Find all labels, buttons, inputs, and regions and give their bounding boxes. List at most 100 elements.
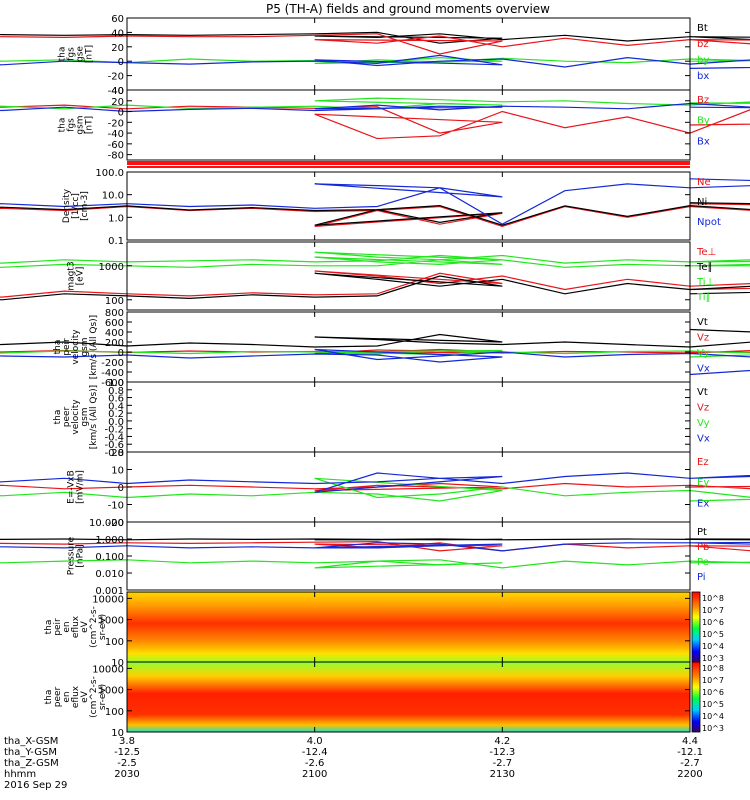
colorbar-tick-label: 10^6 <box>702 618 724 627</box>
y-tick-label: 20 <box>111 448 124 459</box>
legend-entry: Pe <box>697 557 709 568</box>
y-axis-label: thapeirenefluxeV(cm^2-s-sr-eV) <box>44 606 108 648</box>
y-tick-label: 0.2 <box>108 409 124 420</box>
legend-entry: Vz <box>697 333 709 344</box>
y-tick-label: 100 <box>105 296 124 307</box>
spectrogram-image <box>127 592 690 662</box>
colorbar-tick-label: 10^4 <box>702 642 724 651</box>
panel-frame <box>126 89 691 161</box>
status-bar-1 <box>127 161 690 165</box>
legend-entry: Vt <box>697 387 708 398</box>
y-axis-label: E=-VxB[mV/m] <box>67 470 86 504</box>
panels: 6040200-20-40thafgsgse[nT]Btbzbybx40200-… <box>0 14 750 739</box>
panel-temperature: 1000 100 magt3[eV] Te⊥ Te∥ Ti⊥ Ti∥ <box>0 241 750 311</box>
y-tick-label: 0 <box>118 483 124 494</box>
legend-entry: Npot <box>697 217 721 228</box>
legend-entry: Pi <box>697 572 706 583</box>
y-tick-label: -200 <box>101 358 124 369</box>
series-line-Vy <box>0 349 750 358</box>
y-tick-label: 0 <box>118 108 124 119</box>
y-tick-label: 600 <box>105 318 124 329</box>
y-tick-label: -40 <box>108 129 124 140</box>
series-line-Vx <box>0 348 750 376</box>
y-tick-label: 1000 <box>99 616 124 627</box>
x-row-value: 4.0 <box>307 736 323 747</box>
panel-peer_velocity: 1.00.80.60.40.20.0-0.2-0.4-0.6-0.8 thapee… <box>53 378 710 459</box>
y-tick-label: -0.4 <box>104 432 124 443</box>
x-row-label: tha_Y-GSM <box>4 747 57 758</box>
colorbar-tick-label: 10^5 <box>702 700 724 709</box>
figure-title: P5 (TH-A) fields and ground moments over… <box>266 2 550 16</box>
y-tick-label: 0.010 <box>95 569 124 580</box>
x-row-value: -12.5 <box>114 747 140 758</box>
series-line-Ti⊥ <box>0 251 750 264</box>
y-tick-label: 100 <box>105 707 124 718</box>
x-row-value: -12.3 <box>489 747 515 758</box>
y-axis-label: thapeervelocitygsm[km/s (All Qs)] <box>53 385 99 449</box>
legend-entry: Bz <box>697 95 709 106</box>
panel-frame <box>126 311 691 383</box>
series-line-Bt <box>0 31 750 44</box>
y-tick-label: 100.0 <box>95 168 124 179</box>
colorbar-tick-label: 10^8 <box>702 664 724 673</box>
legend-entry: Ne <box>697 177 711 188</box>
y-tick-label: 20 <box>111 97 124 108</box>
legend-entry: Ti∥ <box>696 292 711 303</box>
y-tick-label: 10.0 <box>102 191 124 202</box>
legend-entry: Vx <box>697 434 710 445</box>
panel-density: 100.0 10.0 1.0 0.1 Density[1/cc][cm-3] Ne Ni Np… <box>0 168 750 247</box>
legend-entry: Te⊥ <box>696 247 716 258</box>
x-row-value: 4.2 <box>494 736 510 747</box>
colorbar-tick-label: 10^7 <box>702 676 724 685</box>
y-tick-label: 60 <box>111 14 124 25</box>
series-line-Pb <box>0 540 750 552</box>
legend-entry: Vy <box>697 348 710 359</box>
y-tick-label: 0.001 <box>95 586 124 597</box>
y-tick-label: 10000 <box>92 664 124 675</box>
y-tick-label: 400 <box>105 328 124 339</box>
y-tick-label: 200 <box>105 338 124 349</box>
series-line-Ti∥ <box>0 256 750 268</box>
panel-efield: 20 10 0 -10 -20 E=-VxB[mV/m] Ez Ey Ex <box>0 448 750 529</box>
y-tick-label: 100 <box>105 637 124 648</box>
x-row-value: -2.5 <box>117 758 137 769</box>
panel-frame <box>126 661 691 733</box>
y-tick-label: 1.0 <box>108 213 124 224</box>
colorbar-tick-label: 10^3 <box>702 724 724 733</box>
series-line-Bx <box>0 102 750 113</box>
y-tick-label: 40 <box>111 86 124 97</box>
series-line-bz <box>0 33 750 55</box>
legend-entry: Ey <box>697 478 709 489</box>
y-tick-label: -10 <box>108 501 124 512</box>
colorbar <box>691 591 701 663</box>
x-row-label: tha_X-GSM <box>4 736 58 747</box>
date-label: 2016 Sep 29 <box>4 780 67 791</box>
legend-entry: Ez <box>697 457 709 468</box>
spectrogram-image <box>127 662 690 732</box>
series-line-By <box>0 97 750 110</box>
x-row-value: 4.4 <box>682 736 698 747</box>
y-tick-label: 0.4 <box>108 401 124 412</box>
colorbar-tick-label: 10^8 <box>702 594 724 603</box>
y-axis-label: Density[1/cc][cm-3] <box>62 188 90 223</box>
panel-peir_spectrogram: 10^8 10^7 10^6 10^5 10^4 10^3 10000 1000 100 10th… <box>44 591 724 669</box>
legend-entry: bz <box>697 39 709 50</box>
y-axis-label: thapeerenefluxeV(cm^2-s-sr-eV) <box>44 676 108 718</box>
x-row-value: 2130 <box>490 769 515 780</box>
panel-frame <box>126 171 691 241</box>
colorbar-tick-label: 10^7 <box>702 606 724 615</box>
series-line-Pi <box>0 541 750 552</box>
series-line-Ez <box>0 482 750 492</box>
y-tick-label: -20 <box>108 118 124 129</box>
series-line-Ey <box>0 477 750 502</box>
y-tick-label: 0.1 <box>108 236 124 247</box>
y-axis-label: thapeirvelocitygsm[km/s (All Qs)] <box>53 315 99 379</box>
panel-frame <box>126 381 691 453</box>
y-axis-label: Pressure[nPa] <box>67 536 86 575</box>
series-line-bx <box>0 54 750 69</box>
x-row-value: -12.1 <box>677 747 703 758</box>
y-tick-label: 1000 <box>99 686 124 697</box>
y-tick-label: 10 <box>111 466 124 477</box>
